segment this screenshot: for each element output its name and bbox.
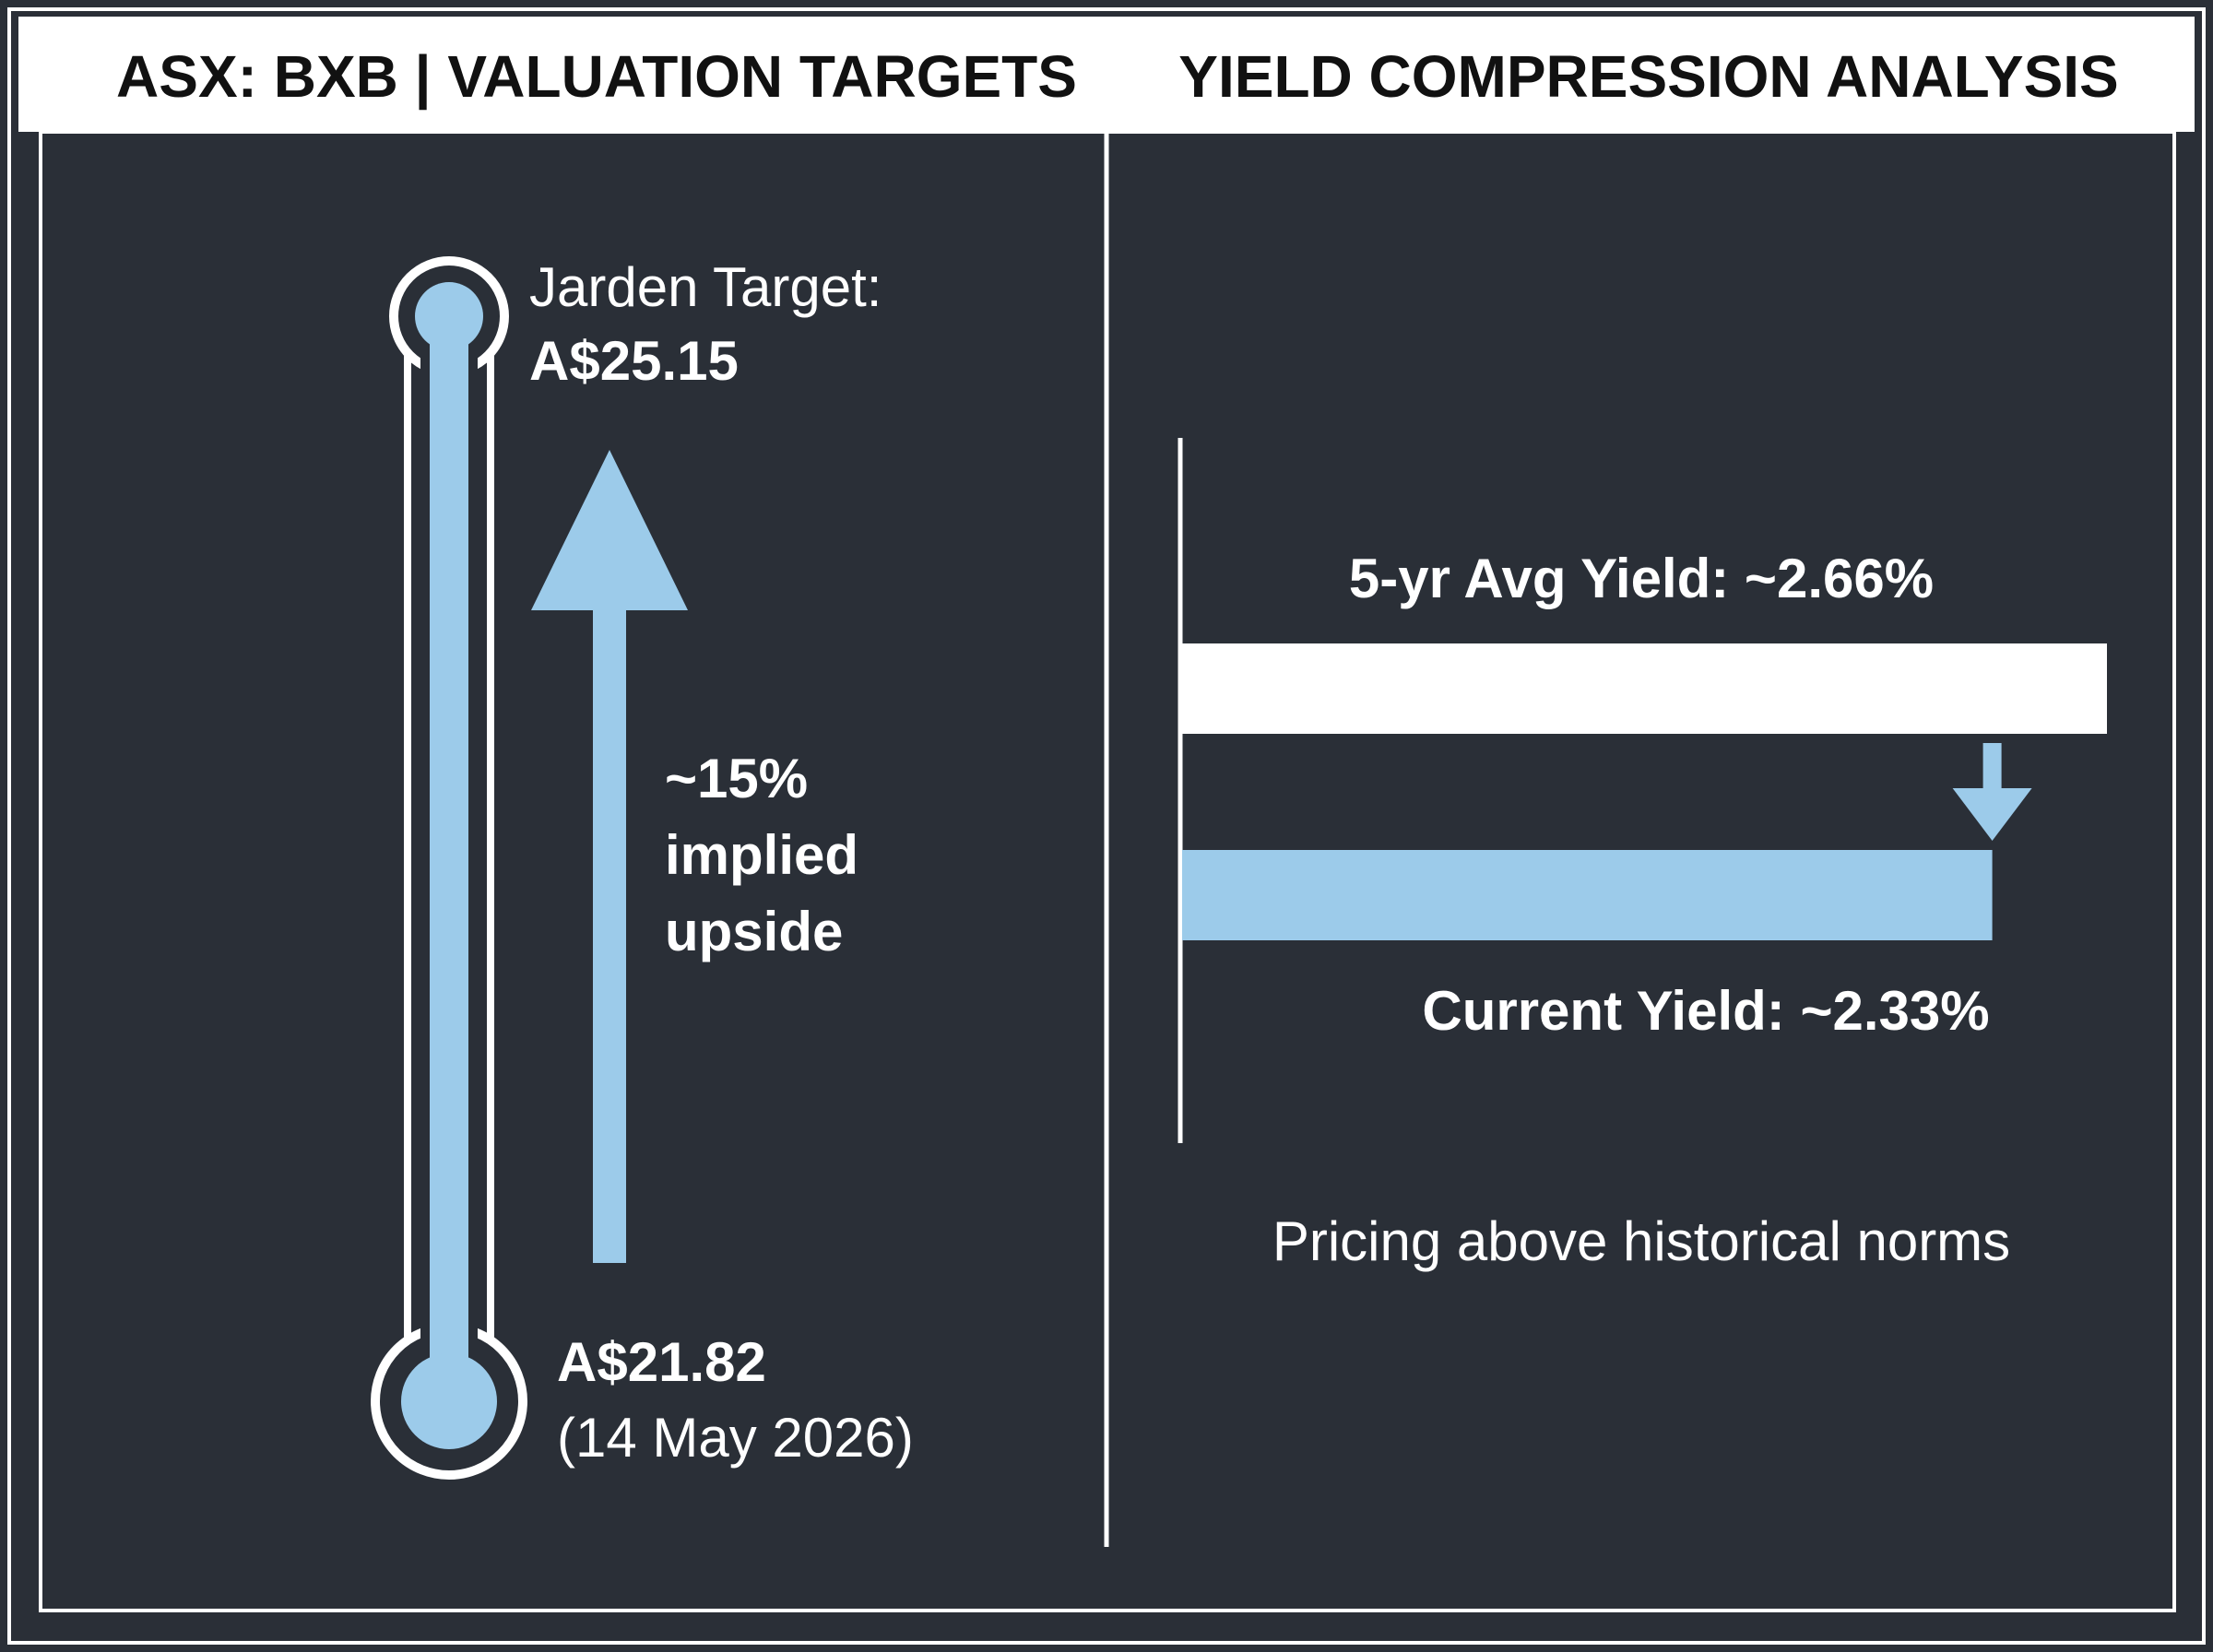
upside-arrow-head [531,450,688,610]
scale-fill [430,313,468,1401]
upside-word: upside [665,901,843,962]
outer-frame [7,7,2206,1645]
upside-arrow-shaft [593,581,626,1263]
header-band [18,17,2195,132]
bar-current-yield [1182,850,1993,940]
yield-drop-arrow-shaft [1982,743,2002,800]
right-title: YIELD COMPRESSION ANALYSIS [1178,43,2118,110]
current-price-date: (14 May 2026) [557,1407,914,1469]
upside-implied: implied [665,824,858,886]
yield-drop-arrow [1952,743,2032,841]
target-value: A$25.15 [529,330,739,392]
left-title: ASX: BXB | VALUATION TARGETS [116,43,1077,111]
upside-percent: ~15% [665,748,808,809]
yield-note: Pricing above historical norms [1272,1210,2010,1272]
current-price-value: A$21.82 [557,1331,766,1393]
bar-avg-yield [1182,643,2107,734]
bottom-node-marker [401,1353,497,1449]
current-yield-label: Current Yield: ~2.33% [1422,980,1989,1042]
top-node-marker [415,282,483,350]
upside-arrow [531,450,688,1263]
yield-drop-arrow-head [1952,788,2032,841]
avg-yield-label: 5-yr Avg Yield: ~2.66% [1349,548,1934,609]
price-scale [371,256,527,1480]
target-label: Jarden Target: [529,256,882,318]
